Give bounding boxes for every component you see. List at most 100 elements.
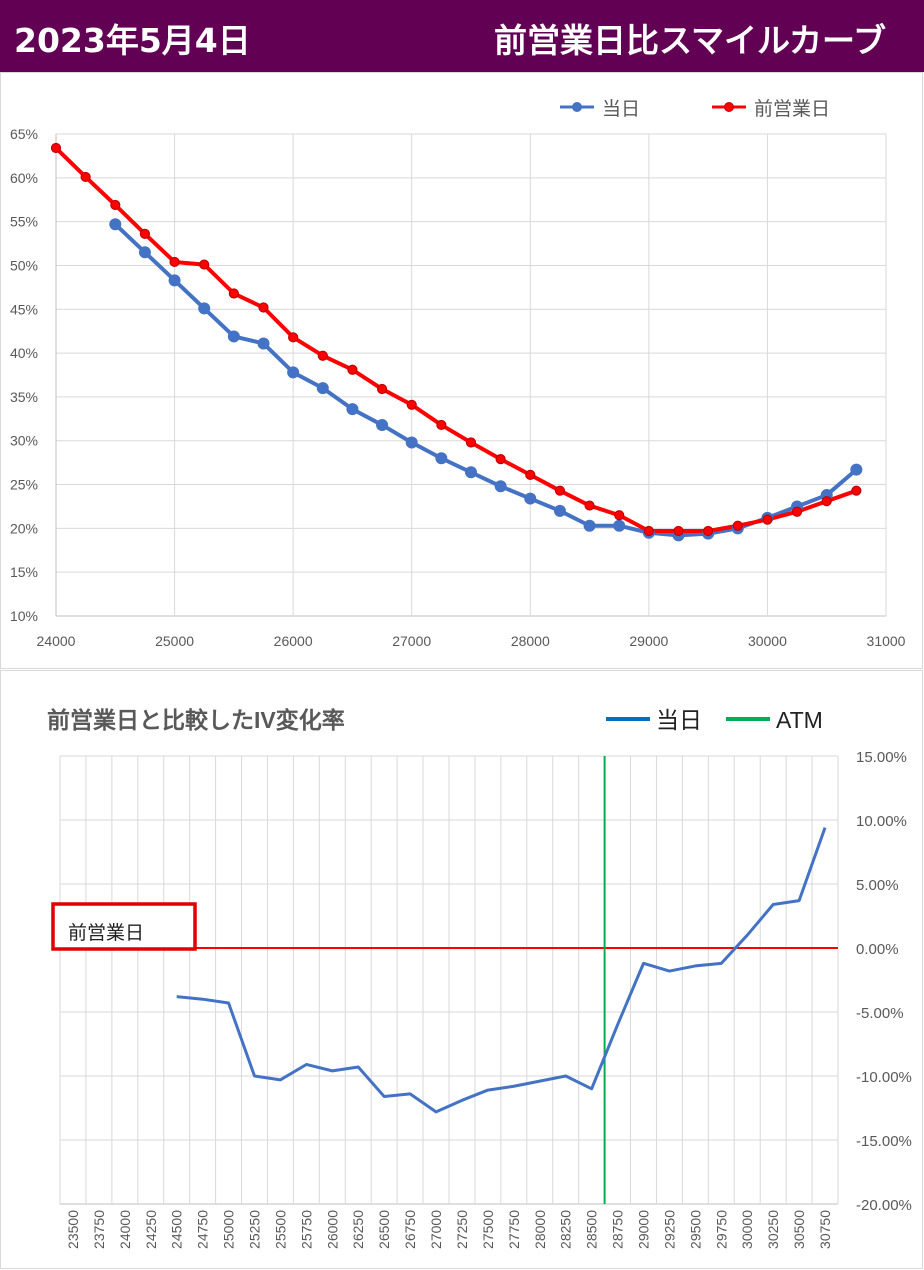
data-point-previous [614,510,625,521]
y-tick-label: 15.00% [856,749,907,766]
x-tick-label: 27250 [454,1210,470,1249]
data-point-previous [525,469,536,481]
smile-curve-chart: 65% 60% 55% 50% 45% 40% 35% 30% 25% 20% 15% 10% 240… [0,72,923,669]
chart2-background [0,670,923,1269]
data-point-previous [347,364,358,375]
legend-previous-marker [724,102,734,112]
data-point-previous [673,525,684,537]
header-banner: 2023年5月4日 前営業日比スマイルカーブ [0,0,924,72]
x-tick-label: 28750 [610,1210,626,1249]
x-tick-label: 30500 [791,1210,807,1249]
x-tick-label: 24250 [143,1210,159,1249]
data-point-previous [258,302,269,313]
x-tick-label: 26750 [402,1210,418,1249]
x-tick-label: 27500 [480,1210,496,1249]
legend2-atm-label: ATM [776,707,823,733]
data-point-previous [851,485,862,496]
data-point-previous [317,350,328,361]
data-point-previous [643,525,654,537]
x-tick-label: 26500 [376,1210,392,1249]
data-point-today [494,480,507,493]
x-tick-label: 30750 [817,1210,833,1249]
x-tick-label: 23500 [65,1210,81,1249]
data-point-previous [406,399,417,410]
data-point-previous [288,332,299,343]
series-line-previous [54,146,858,533]
y-tick-label: 50% [10,257,38,273]
y-tick-label: 0.00% [856,941,899,958]
x-tick-label: 30250 [765,1210,781,1249]
data-point-today [850,463,863,476]
y-tick-label: -10.00% [856,1069,912,1086]
data-point-previous [436,419,447,431]
data-point-today [405,436,418,449]
data-point-today [109,218,122,231]
data-point-today [553,504,566,517]
y-tick-label: 10% [10,608,38,624]
y-tick-label: 10.00% [856,813,907,830]
x-tick-label: 29500 [687,1210,703,1249]
y-tick-label: 35% [10,389,38,405]
x-tick-label: 25000 [155,633,194,649]
x-tick-label: 26000 [274,633,313,649]
data-point-previous [495,454,506,465]
iv-change-chart: 前営業日と比較したIV変化率 15.00% 10.00% 5.00% 0.00% -5.… [0,670,923,1269]
data-point-previous [228,288,239,299]
x-tick-label: 30000 [739,1210,755,1249]
x-tick-label: 24000 [37,633,76,649]
x-tick-label: 27750 [506,1210,522,1249]
y-tick-label: 55% [10,214,38,230]
data-point-today [435,452,448,465]
x-tick-label: 31000 [867,633,906,649]
x-tick-label: 27000 [428,1210,444,1249]
data-point-today [613,519,626,532]
y-tick-label: -20.00% [856,1197,912,1214]
data-point-today [168,274,181,287]
data-point-today [316,382,329,395]
x-tick-label: 24750 [195,1210,211,1249]
data-point-today [138,246,151,259]
data-point-today [346,403,359,416]
y-tick-label: 5.00% [856,877,899,894]
x-tick-label: 29250 [661,1210,677,1249]
y-tick-label: 65% [10,126,38,142]
data-point-previous [762,514,773,525]
chart1-legend: 当日 前営業日 [560,98,830,120]
y-tick-label: 45% [10,301,38,317]
y-tick-label: 60% [10,170,38,186]
chart1-background [0,72,923,669]
data-point-previous [110,199,121,211]
legend2-today-label: 当日 [656,707,702,733]
x-tick-label: 29750 [713,1210,729,1249]
legend-previous-label: 前営業日 [754,98,830,120]
zero-line-label-box: 前営業日 [51,902,197,951]
data-point-previous [821,496,832,507]
data-point-today [465,466,477,479]
data-point-previous [703,525,714,537]
x-tick-label: 28250 [558,1210,574,1249]
data-point-today [376,418,389,431]
y-tick-label: 25% [10,477,38,493]
data-point-previous [199,259,210,270]
data-point-previous [139,228,151,240]
data-point-previous [584,500,595,511]
x-tick-label: 26000 [324,1210,340,1249]
report-date: 2023年5月4日 [14,21,251,60]
y-tick-label: 15% [10,564,38,580]
x-tick-label: 29000 [636,1210,652,1249]
x-tick-label: 25500 [272,1210,288,1249]
data-point-today [287,366,300,379]
legend-today-label: 当日 [602,98,640,120]
x-tick-label: 25250 [247,1210,263,1249]
data-point-previous [732,520,743,531]
x-tick-label: 27000 [392,633,431,649]
data-point-previous [376,383,388,395]
chart2-title: 前営業日と比較したIV変化率 [47,707,345,733]
report-title: 前営業日比スマイルカーブ [493,21,886,60]
data-point-previous [80,171,91,183]
x-tick-label: 30000 [748,633,787,649]
y-tick-label: -15.00% [856,1133,912,1150]
data-point-today [583,519,596,532]
chart2-legend: 当日 ATM [606,707,823,733]
x-tick-label: 24000 [117,1210,133,1249]
